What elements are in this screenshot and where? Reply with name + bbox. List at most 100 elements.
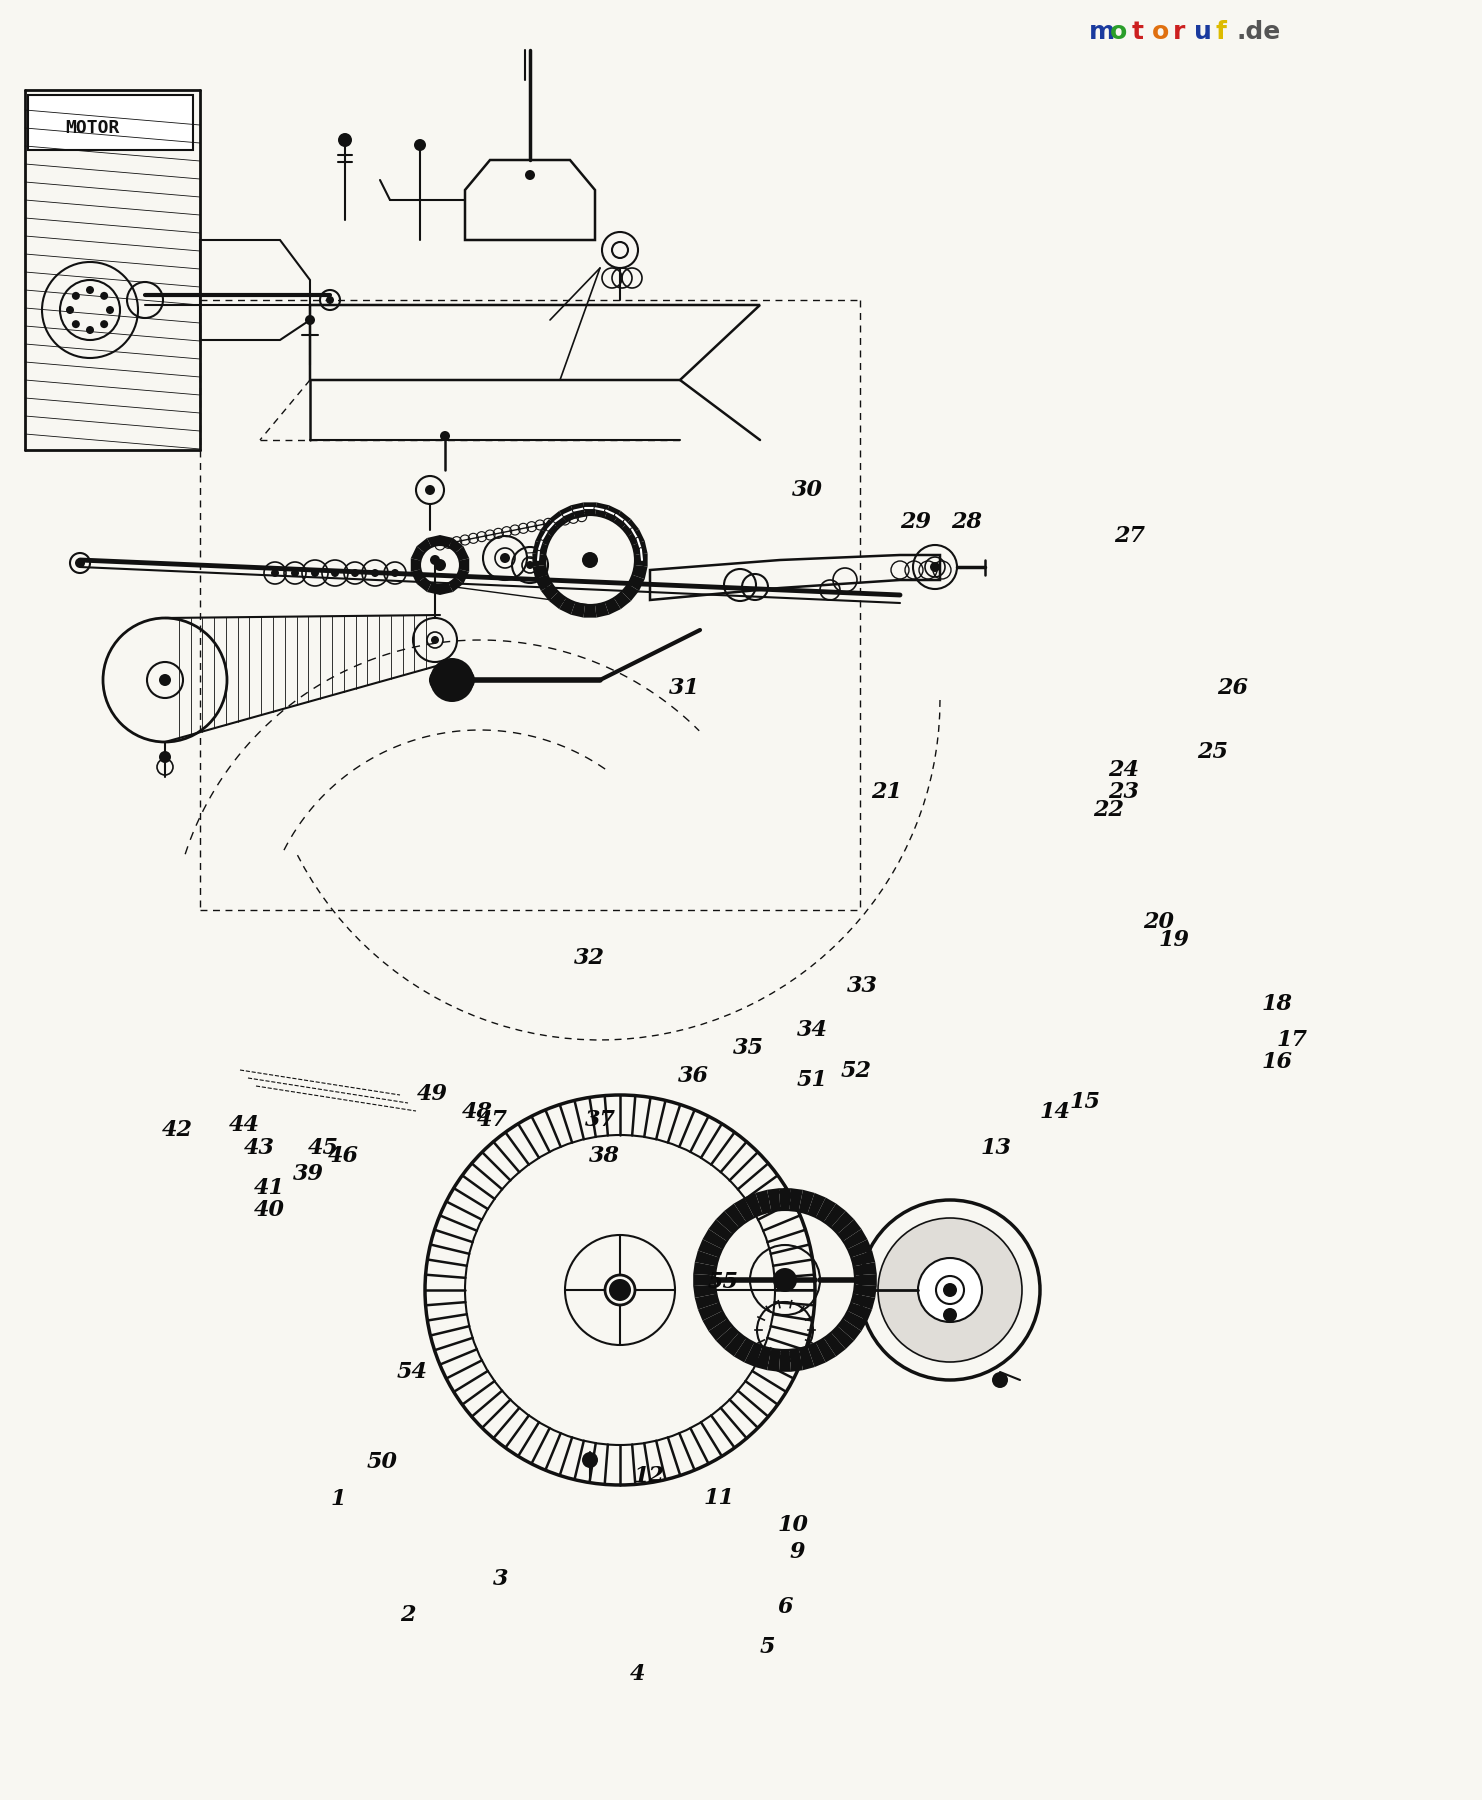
Text: 4: 4 [630,1663,645,1685]
Text: 16: 16 [1263,1051,1292,1073]
Polygon shape [559,506,575,522]
Polygon shape [628,574,645,590]
Polygon shape [756,1346,771,1370]
Text: 11: 11 [704,1487,734,1508]
Text: 26: 26 [1218,677,1248,698]
Text: 21: 21 [871,781,901,803]
Polygon shape [698,1303,722,1321]
Text: 38: 38 [590,1145,619,1166]
Polygon shape [614,592,631,608]
Polygon shape [756,1190,771,1213]
Polygon shape [817,1197,836,1222]
Circle shape [290,569,299,578]
Circle shape [582,553,599,569]
Circle shape [391,569,399,578]
Polygon shape [790,1348,803,1372]
Circle shape [107,306,114,313]
Polygon shape [571,502,585,518]
Polygon shape [716,1211,740,1233]
Polygon shape [532,565,547,580]
Polygon shape [848,1240,871,1258]
Polygon shape [416,538,431,553]
Polygon shape [532,554,545,567]
Text: 46: 46 [329,1145,359,1166]
Polygon shape [702,1229,726,1249]
Bar [28,95,193,149]
Text: 31: 31 [670,677,700,698]
Text: 14: 14 [1040,1102,1070,1123]
Polygon shape [535,529,551,545]
Polygon shape [535,574,551,590]
Text: 29: 29 [901,511,931,533]
Text: 22: 22 [1094,799,1123,821]
Circle shape [159,751,170,763]
Polygon shape [824,1332,846,1357]
Polygon shape [694,1274,716,1285]
Polygon shape [449,538,464,553]
Polygon shape [708,1219,732,1242]
Polygon shape [768,1348,781,1372]
Polygon shape [698,1240,722,1258]
Polygon shape [854,1285,877,1298]
Polygon shape [633,540,648,554]
Text: 9: 9 [790,1541,805,1562]
Polygon shape [799,1346,815,1370]
Text: 49: 49 [418,1084,448,1105]
Polygon shape [837,1319,861,1341]
Polygon shape [790,1188,803,1211]
Polygon shape [584,605,596,617]
Text: MOTOR: MOTOR [65,119,120,137]
Text: 42: 42 [163,1120,193,1141]
Text: 35: 35 [734,1037,763,1058]
Polygon shape [808,1343,825,1368]
Polygon shape [851,1251,876,1267]
Polygon shape [780,1188,791,1210]
Polygon shape [633,565,648,580]
Text: 33: 33 [848,976,877,997]
Circle shape [338,133,353,148]
Text: 52: 52 [842,1060,871,1082]
Text: 54: 54 [397,1361,427,1382]
Polygon shape [744,1343,763,1368]
Text: 10: 10 [778,1514,808,1535]
Polygon shape [843,1310,867,1332]
Text: 23: 23 [1109,781,1138,803]
Circle shape [425,484,436,495]
Polygon shape [455,569,470,583]
Circle shape [370,569,379,578]
Polygon shape [694,1262,716,1276]
Text: 2: 2 [400,1604,415,1625]
Polygon shape [532,540,547,554]
Polygon shape [768,1188,781,1211]
Polygon shape [541,583,559,601]
Circle shape [305,315,316,326]
Circle shape [582,1453,599,1469]
Polygon shape [440,583,453,596]
Polygon shape [708,1319,732,1341]
Text: 15: 15 [1070,1091,1100,1112]
Polygon shape [427,583,440,596]
Polygon shape [808,1193,825,1217]
Circle shape [943,1283,957,1298]
Text: 47: 47 [477,1109,507,1130]
Polygon shape [695,1294,719,1310]
Text: 18: 18 [1263,994,1292,1015]
Polygon shape [734,1337,754,1363]
Polygon shape [411,545,424,560]
Text: 17: 17 [1277,1030,1307,1051]
Polygon shape [634,554,648,567]
Text: 40: 40 [255,1199,285,1220]
Polygon shape [571,603,585,617]
Polygon shape [702,1310,726,1332]
Polygon shape [734,1197,754,1222]
Text: 1: 1 [330,1489,345,1510]
Text: 30: 30 [793,479,823,500]
Polygon shape [744,1193,763,1217]
Text: .de: .de [1236,20,1280,45]
Polygon shape [614,511,631,527]
Polygon shape [427,535,440,547]
Polygon shape [854,1262,877,1276]
Circle shape [159,673,170,686]
Polygon shape [605,598,621,616]
Text: u: u [1194,20,1212,45]
